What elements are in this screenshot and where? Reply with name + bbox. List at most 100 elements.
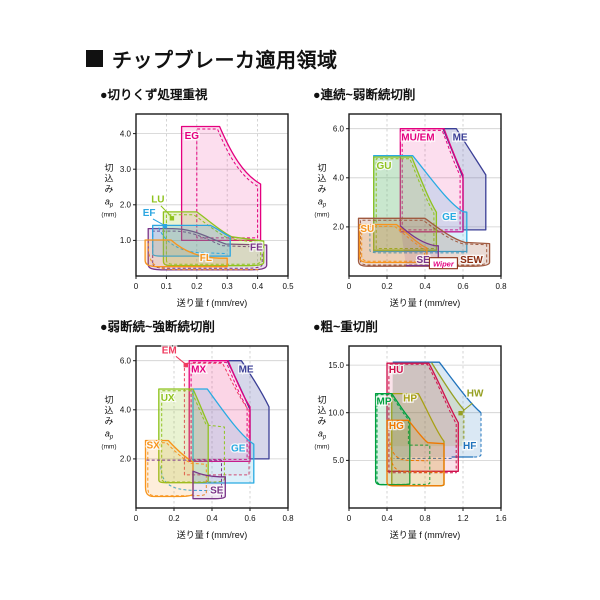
y-axis-title-var: ap [105,197,114,209]
region-label-EG: EG [185,131,200,142]
y-tick-label: 15.0 [328,361,344,370]
region-label-MX: MX [191,365,206,376]
region-EF [152,224,231,257]
label-leader-line [152,218,164,225]
x-tick-label: 0.6 [457,282,469,291]
x-tick-label: 1.2 [457,514,469,523]
wiper-badge-label: Wiper [433,260,455,269]
x-tick-label: 0.8 [282,514,294,523]
region-HG [390,457,444,473]
x-tick-label: 0.6 [244,514,256,523]
region-FL [147,243,261,271]
y-axis-title-var: ap [318,197,327,209]
chart-block-interrupted-cutting: ●弱断続~強断続切削 0 0.2 0.4 0.6 0.8 2.0 4.0 6.0 送り量 f (… [96,316,301,544]
x-tick-label: 0.4 [419,282,431,291]
chart-heavy-cutting: 0 0.4 0.8 1.2 1.6 5.0 10.0 15.0 送り量 f (mm/rev) 切込… [314,345,507,540]
y-tick-label: 4.0 [333,174,345,183]
region-SX [147,442,207,497]
x-tick-label: 0.2 [191,282,203,291]
region-FL [144,239,228,268]
region-label-FE: FE [250,242,263,253]
region-SE [146,459,222,498]
label-leader-line [462,402,473,412]
region-SU [361,225,426,262]
y-axis-title: 込 [317,174,326,184]
plot-border [135,113,289,277]
chart-block-chip-control: ●切りくず処理重視 0 0.1 0.2 0.3 0.4 0.5 1.0 2.0 3.0 4.0 送り… [96,84,301,312]
y-tick-label: 2.0 [120,201,132,210]
region-SE [192,470,226,500]
chart-chip-control: 0 0.1 0.2 0.3 0.4 0.5 1.0 2.0 3.0 4.0 送り量 f (mm/re… [101,113,294,308]
region-label-GE: GE [442,212,457,223]
x-tick-label: 1.6 [495,514,507,523]
region-HF [392,361,482,414]
region-UX [161,390,225,483]
region-label-GE: GE [231,444,246,455]
x-tick-label: 0.4 [206,514,218,523]
y-tick-label: 6.0 [120,357,132,366]
y-axis-title-unit: (mm) [314,444,329,451]
x-tick-label: 0 [134,282,139,291]
region-label-SEW: SEW [460,255,483,266]
region-GE [369,228,468,254]
x-tick-label: 0.8 [419,514,431,523]
chart-interrupted-cutting: 0 0.2 0.4 0.6 0.8 2.0 4.0 6.0 送り量 f (mm/rev) 切込みa… [101,344,294,540]
region-marker [169,216,175,221]
y-axis-title: 込 [104,174,113,184]
region-SX [144,439,194,498]
region-HW [431,362,465,411]
region-label-FL: FL [200,253,212,264]
chart-block-continuous-cutting: ●連続~弱断続切削 0 0.2 0.4 0.6 0.8 2.0 4.0 6.0 送り量 f (m… [309,84,514,312]
x-axis-title: 送り量 f (mm/rev) [390,297,461,308]
x-tick-label: 0.5 [282,282,294,291]
x-tick-label: 0 [347,282,352,291]
x-axis-title: 送り量 f (mm/rev) [390,529,461,540]
region-label-HP: HP [403,394,417,405]
region-HU [386,362,459,472]
region-marker [458,411,463,416]
region-label-MP: MP [377,397,392,408]
region-HG [389,442,428,462]
chart-subtitle: ●切りくず処理重視 [100,88,208,102]
y-tick-label: 4.0 [120,406,132,415]
y-axis-title: 切 [317,395,326,405]
region-marker [162,224,168,229]
region-MX [188,360,251,463]
y-axis-title-var: ap [105,429,114,441]
title-row: チップブレーカ適用領域 [86,44,338,73]
x-tick-label: 0.3 [222,282,234,291]
y-axis-title-unit: (mm) [101,212,116,219]
y-tick-label: 3.0 [120,165,132,174]
y-axis-title: 込 [317,406,326,416]
region-FE [147,227,268,271]
y-tick-label: 5.0 [333,456,345,465]
chart-continuous-cutting: 0 0.2 0.4 0.6 0.8 2.0 4.0 6.0 送り量 f (mm/rev) 切込みa… [314,113,507,308]
region-GE [160,466,222,492]
region-marker [183,362,188,368]
region-label-GU: GU [377,161,392,172]
y-axis-title: 切 [317,163,326,173]
region-SEW [359,219,488,266]
y-tick-label: 2.0 [333,223,345,232]
x-tick-label: 0.1 [161,282,173,291]
region-GU [373,156,438,251]
region-label-HG: HG [389,421,404,432]
region-EG [180,125,262,242]
y-axis-title: み [104,416,113,426]
region-label-HU: HU [389,365,403,376]
chart-block-heavy-cutting: ●粗~重切削 0 0.4 0.8 1.2 1.6 5.0 10.0 15.0 送り量 f (mm… [309,316,514,544]
region-label-HW: HW [467,389,484,400]
label-leader-line [175,355,186,365]
title-square-icon [86,50,103,67]
region-label-SE: SE [417,255,431,266]
region-HW [392,362,464,447]
region-label-LU: LU [151,195,164,206]
region-MU/EM [401,129,461,231]
x-tick-label: 0.8 [495,282,507,291]
charts-grid: ●切りくず処理重視 0 0.1 0.2 0.3 0.4 0.5 1.0 2.0 3.0 4.0 送り… [96,84,514,544]
x-tick-label: 0 [347,514,352,523]
y-tick-label: 6.0 [333,125,345,134]
region-FE [152,230,263,269]
y-axis-title: み [317,416,326,426]
